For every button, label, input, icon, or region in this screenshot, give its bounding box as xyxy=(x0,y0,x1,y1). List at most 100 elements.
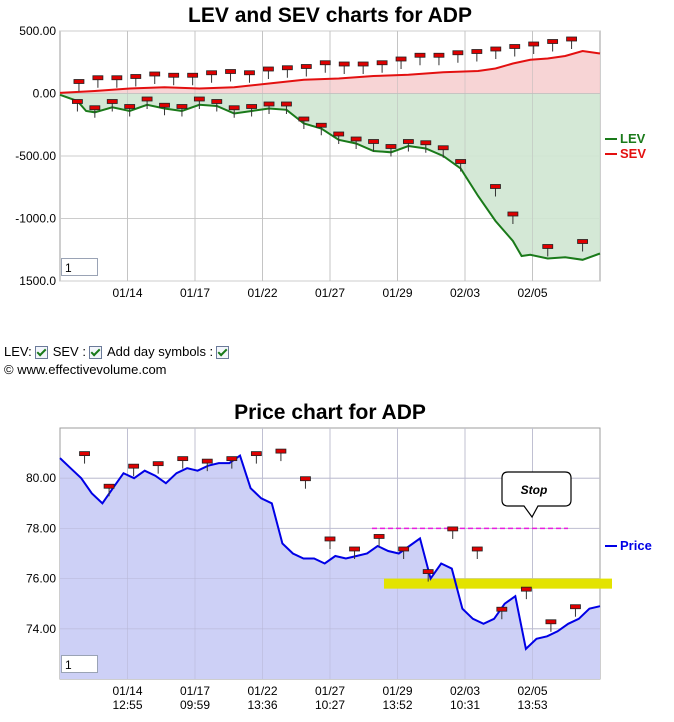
copyright-text: © www.effectivevolume.com xyxy=(4,362,167,377)
lev-day-marker xyxy=(159,102,170,116)
sev-day-marker xyxy=(376,60,388,73)
sev-day-marker xyxy=(452,50,464,63)
sev-checkbox[interactable] xyxy=(88,346,102,359)
lev-day-marker xyxy=(106,99,118,112)
price-day-marker xyxy=(275,448,287,462)
price-line xyxy=(59,453,601,651)
sev-line xyxy=(59,49,601,94)
lev-sev-chart[interactable]: 01/1412:5501/1709:5901/2213:3601/2710:27… xyxy=(0,0,674,300)
price-xtick-date: 01/27 xyxy=(315,684,345,698)
price-xtick-date: 01/29 xyxy=(382,684,412,698)
price-day-marker xyxy=(250,451,262,464)
sev-day-marker xyxy=(490,46,502,59)
lev-day-marker xyxy=(228,105,240,118)
price-day-marker xyxy=(570,604,581,617)
day-symbols-option-label: Add day symbols : xyxy=(106,344,214,359)
lev-ytick: -1000.0 xyxy=(15,212,56,226)
price-day-marker xyxy=(152,461,164,474)
lev-option-label: LEV: xyxy=(4,344,32,359)
lev-ytick: 0.00 xyxy=(33,87,57,101)
sev-day-marker xyxy=(433,52,445,66)
sev-day-marker xyxy=(168,72,180,86)
sev-day-marker xyxy=(130,74,142,87)
lev-day-marker xyxy=(577,239,588,252)
lev-day-marker xyxy=(281,101,292,114)
lev-xtick-date: 01/27 xyxy=(315,286,345,300)
lev-line xyxy=(59,93,601,261)
price-day-marker xyxy=(545,619,557,632)
sev-day-marker xyxy=(225,69,236,82)
price-xtick-date: 02/03 xyxy=(450,684,480,698)
price-day-marker xyxy=(422,569,434,582)
stop-bubble xyxy=(501,471,572,519)
price-ytick: 76.00 xyxy=(26,572,56,586)
lev-xtick-date: 01/29 xyxy=(382,286,412,300)
sev-day-marker xyxy=(414,52,426,66)
price-day-marker xyxy=(103,483,115,497)
lev-day-marker xyxy=(263,101,275,114)
price-ytick: 74.00 xyxy=(26,622,56,636)
sev-day-marker xyxy=(187,72,199,86)
lev-day-marker xyxy=(176,104,188,117)
sev-day-marker xyxy=(111,75,123,88)
price-day-marker xyxy=(373,534,385,547)
price-xtick-time: 13:53 xyxy=(517,698,547,712)
price-chart-title: Price chart for ADP xyxy=(234,401,426,424)
support-band xyxy=(384,578,612,589)
lev-chart-title: LEV and SEV charts for ADP xyxy=(188,4,472,27)
sev-legend-label: SEV xyxy=(620,146,646,161)
lev-day-marker xyxy=(211,99,223,112)
lev-day-marker xyxy=(89,105,101,118)
lev-checkbox[interactable] xyxy=(34,346,48,359)
lev-day-marker xyxy=(437,145,449,158)
lev-day-marker xyxy=(455,159,467,172)
price-xtick-time: 13:52 xyxy=(382,698,412,712)
price-xtick-date: 01/22 xyxy=(247,684,277,698)
price-xtick-time: 10:31 xyxy=(450,698,480,712)
price-day-marker xyxy=(128,463,140,477)
price-xtick-date: 02/05 xyxy=(517,684,547,698)
sev-day-marker xyxy=(338,61,350,74)
lev-day-marker xyxy=(124,104,136,117)
lev-day-marker xyxy=(490,184,501,197)
price-xtick-time: 10:27 xyxy=(315,698,345,712)
price-day-marker xyxy=(177,456,189,469)
lev-day-marker xyxy=(368,139,379,152)
lev-day-marker xyxy=(193,96,205,109)
price-xtick-time: 13:36 xyxy=(247,698,277,712)
price-day-marker xyxy=(300,476,311,489)
sev-day-marker xyxy=(547,39,559,52)
price-ytick: 78.00 xyxy=(26,521,56,535)
price-day-marker xyxy=(324,536,336,549)
sev-day-marker xyxy=(73,79,85,92)
lev-day-marker xyxy=(542,244,554,257)
sev-day-marker xyxy=(471,49,483,62)
lev-day-marker xyxy=(350,136,362,149)
sev-day-marker xyxy=(395,56,407,69)
sev-day-marker xyxy=(263,66,274,79)
lev-zoom-input[interactable]: 1 xyxy=(61,258,98,276)
lev-xtick-date: 01/14 xyxy=(112,286,142,300)
lev-legend-label: LEV xyxy=(620,131,646,146)
price-day-marker xyxy=(226,456,238,469)
price-zoom-input[interactable]: 1 xyxy=(61,655,98,673)
lev-xtick-date: 01/22 xyxy=(247,286,277,300)
sev-day-marker xyxy=(281,65,293,78)
sev-day-marker xyxy=(528,41,540,54)
sev-day-marker xyxy=(92,75,104,88)
price-xtick-time: 09:59 xyxy=(180,698,210,712)
day-symbols-checkbox[interactable] xyxy=(216,346,230,359)
price-legend-label: Price xyxy=(620,538,652,553)
sev-day-marker xyxy=(509,44,521,57)
price-ytick: 80.00 xyxy=(26,471,56,485)
price-day-marker xyxy=(447,526,459,539)
sev-day-marker xyxy=(149,71,161,84)
sev-day-marker xyxy=(319,60,331,73)
price-day-marker xyxy=(520,586,532,600)
price-xtick-time: 12:55 xyxy=(112,698,142,712)
chart-options: LEV: SEV : Add day symbols : xyxy=(4,344,231,359)
lev-day-marker xyxy=(72,99,83,112)
lev-day-marker xyxy=(315,122,327,136)
price-day-marker xyxy=(349,546,360,559)
